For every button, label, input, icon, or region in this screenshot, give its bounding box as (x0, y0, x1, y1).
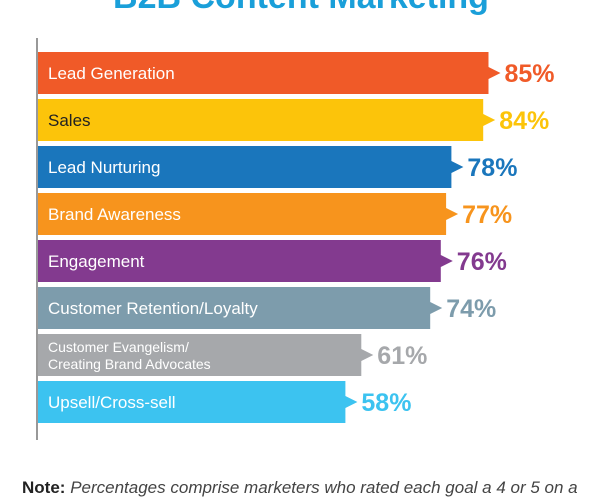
bar-label-upsell-cross-sell: Upsell/Cross-sell (48, 393, 176, 412)
value-label-customer-evangelism-creating-brand-advocates: 61% (377, 342, 427, 370)
bar-label-customer-evangelism-creating-brand-advocates: Customer Evangelism/Creating Brand Advoc… (48, 339, 211, 372)
note-label: Note: (22, 478, 66, 497)
bar-lead-nurturing (38, 146, 464, 188)
bar-lead-generation (38, 52, 501, 94)
bar-label-lead-generation: Lead Generation (48, 64, 175, 83)
bar-brand-awareness (38, 193, 459, 235)
value-label-sales: 84% (499, 107, 549, 135)
value-label-customer-retention-loyalty: 74% (446, 295, 496, 323)
value-label-lead-nurturing: 78% (467, 154, 517, 182)
footnote: Note: Percentages comprise marketers who… (22, 478, 602, 498)
value-label-lead-generation: 85% (505, 60, 555, 88)
chart-title: B2B Content Marketing (0, 0, 602, 17)
bar-customer-evangelism-creating-brand-advocates (38, 334, 374, 376)
bar-engagement (38, 240, 453, 282)
note-text: Percentages comprise marketers who rated… (70, 478, 578, 497)
bar-label-sales: Sales (48, 111, 91, 130)
bar-customer-retention-loyalty (38, 287, 443, 329)
bar-sales (38, 99, 496, 141)
bar-label-customer-retention-loyalty: Customer Retention/Loyalty (48, 299, 258, 318)
bar-chart: Lead Generation 85% Sales 84% Lead Nurturing… (36, 38, 555, 440)
value-label-brand-awareness: 77% (462, 201, 512, 229)
bar-label-engagement: Engagement (48, 252, 145, 271)
bar-upsell-cross-sell (38, 381, 358, 423)
value-label-engagement: 76% (457, 248, 507, 276)
bar-label-lead-nurturing: Lead Nurturing (48, 158, 160, 177)
bar-label-brand-awareness: Brand Awareness (48, 205, 181, 224)
value-label-upsell-cross-sell: 58% (361, 389, 411, 417)
